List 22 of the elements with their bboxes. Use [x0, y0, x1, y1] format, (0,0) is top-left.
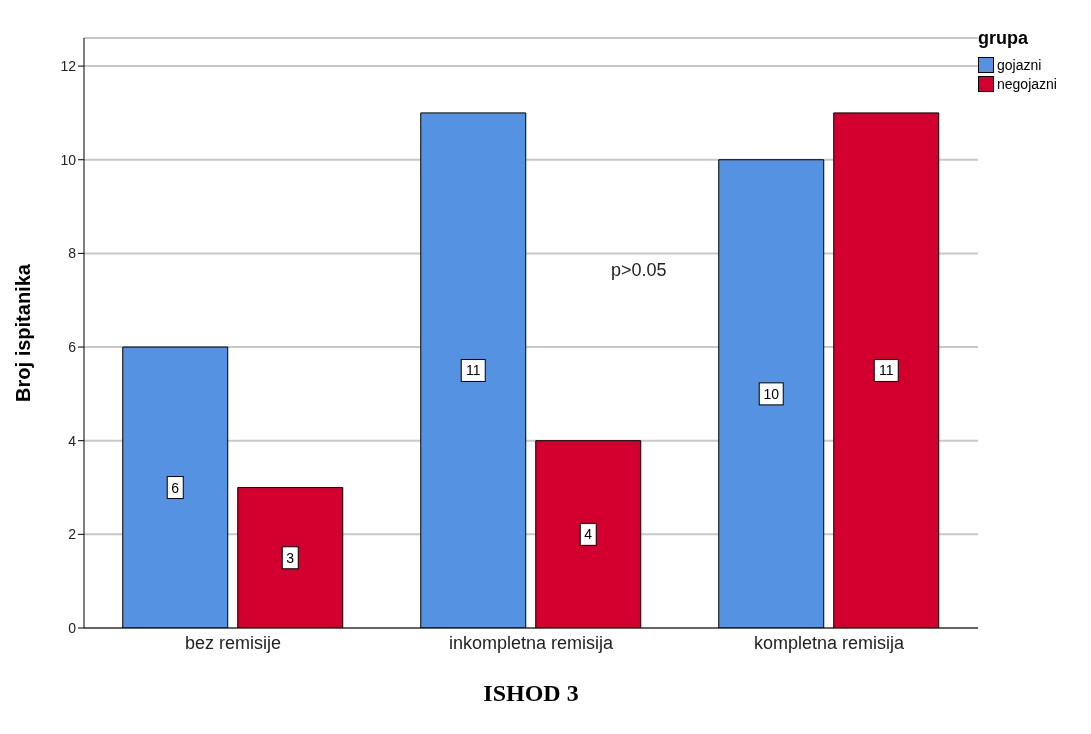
y-tick-label: 4 [68, 432, 77, 449]
y-tick-label: 10 [60, 151, 77, 168]
x-tick-label: inkompletna remisija [448, 632, 615, 653]
data-label: 11 [878, 362, 894, 379]
y-axis-title: Broj ispitanika [12, 263, 35, 402]
data-label: 4 [584, 526, 593, 543]
data-label: 11 [465, 362, 481, 379]
y-tick-label: 12 [60, 58, 77, 75]
text: ISHOD 3 [482, 680, 580, 707]
y-tick-label: 8 [68, 245, 77, 262]
legend-title: grupa [978, 28, 1029, 49]
legend-label: gojazni [997, 57, 1042, 73]
x-tick-label: kompletna remisija [753, 632, 906, 653]
data-label: 3 [286, 549, 295, 566]
x-tick-label: bez remisije [184, 632, 282, 653]
data-label: 10 [763, 385, 780, 402]
legend-label: negojazni [997, 76, 1057, 92]
y-tick-label: 6 [68, 339, 77, 356]
data-label: 6 [171, 479, 180, 496]
y-tick-label: 2 [68, 526, 77, 543]
annotation: p>0.05 [611, 260, 667, 281]
y-tick-label: 0 [68, 619, 77, 636]
